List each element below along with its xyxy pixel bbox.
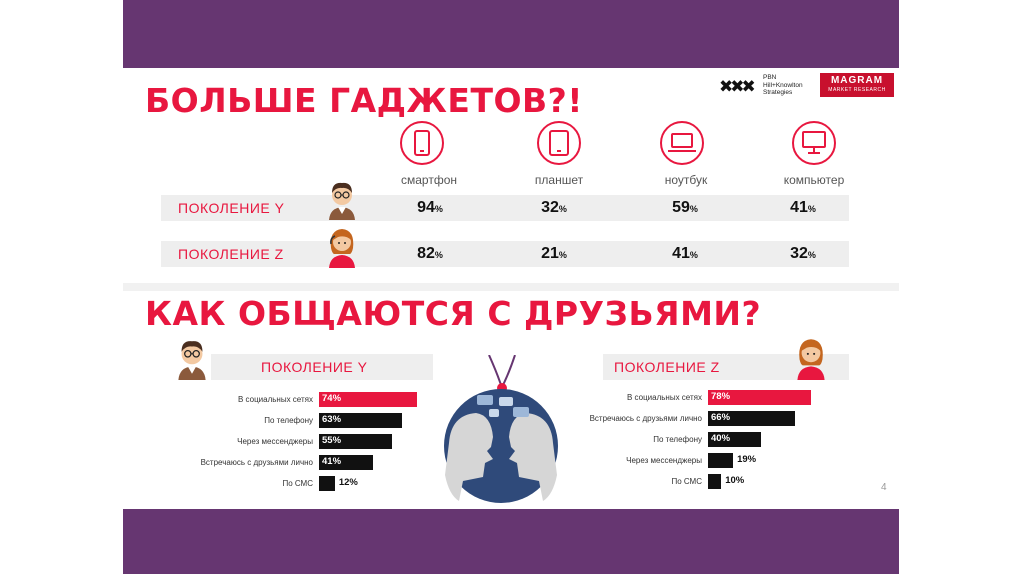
bar-value-label: 63% bbox=[322, 414, 342, 425]
bar: 10% bbox=[708, 474, 744, 489]
bar: 66% bbox=[708, 411, 796, 426]
bar: 55% bbox=[319, 434, 392, 449]
bar-value-label: 10% bbox=[725, 475, 745, 486]
bar: 41% bbox=[319, 455, 374, 470]
gen-y-header: ПОКОЛЕНИЕ Y bbox=[261, 359, 368, 375]
avatar-man-icon bbox=[326, 178, 358, 225]
pct-cell: 94% bbox=[417, 199, 443, 216]
magram-subtext: MARKET RESEARCH bbox=[828, 87, 886, 93]
column-label: ноутбук bbox=[664, 173, 708, 187]
top-band bbox=[123, 0, 899, 68]
bar: 78% bbox=[708, 390, 811, 405]
bar-value-label: 66% bbox=[711, 412, 731, 423]
slide: БОЛЬШЕ ГАДЖЕТОВ?! ✖✖✖ PBN Hill+Knowlton … bbox=[123, 68, 899, 509]
bar: 63% bbox=[319, 413, 403, 428]
pct-cell: 32% bbox=[541, 199, 567, 216]
bar-category-label: По телефону bbox=[264, 416, 313, 425]
pct-cell: 41% bbox=[672, 245, 698, 262]
avatar-man-icon bbox=[175, 336, 209, 385]
laptop-icon bbox=[627, 120, 737, 166]
smartphone-icon bbox=[367, 120, 477, 166]
bar: 40% bbox=[708, 432, 761, 447]
column-label: компьютер bbox=[783, 173, 845, 187]
bar-category-label: Через мессенджеры bbox=[626, 456, 702, 465]
avatar-girl-icon bbox=[326, 224, 358, 273]
bar-category-label: Встречаюсь с друзьями лично bbox=[589, 414, 702, 423]
gen-y-header-bg bbox=[211, 354, 433, 380]
page-number: 4 bbox=[881, 482, 887, 493]
tablet-icon bbox=[504, 120, 614, 166]
row-label-gen-z: ПОКОЛЕНИЕ Z bbox=[178, 246, 284, 262]
bottom-band bbox=[123, 509, 899, 574]
pct-cell: 82% bbox=[417, 245, 443, 262]
magram-text: MAGRAM bbox=[830, 75, 884, 86]
pct-cell: 32% bbox=[790, 245, 816, 262]
bar: 74% bbox=[319, 392, 417, 407]
pbn-logo: ✖✖✖ PBN Hill+Knowlton Strategies bbox=[719, 74, 803, 98]
bar-value-label: 41% bbox=[322, 456, 342, 467]
bar-value-label: 19% bbox=[737, 454, 757, 465]
bar: 19% bbox=[708, 453, 756, 468]
pbn-line-1: PBN bbox=[763, 74, 777, 81]
bar: 12% bbox=[319, 476, 358, 491]
pct-cell: 41% bbox=[790, 199, 816, 216]
column-label: планшет bbox=[534, 173, 584, 187]
bar-value-label: 74% bbox=[322, 393, 342, 404]
pbn-mark-icon: ✖✖✖ bbox=[719, 77, 756, 97]
bar-value-label: 55% bbox=[322, 435, 342, 446]
avatar-girl-icon bbox=[794, 334, 828, 385]
bar-category-label: По СМС bbox=[671, 477, 702, 486]
pbn-line-3: Strategies bbox=[763, 89, 793, 96]
pct-cell: 21% bbox=[541, 245, 567, 262]
row-label-gen-y: ПОКОЛЕНИЕ Y bbox=[178, 200, 285, 216]
pbn-line-2: Hill+Knowlton bbox=[763, 81, 803, 89]
bar-category-label: Через мессенджеры bbox=[237, 437, 313, 446]
section-divider bbox=[123, 283, 899, 291]
bar-category-label: Встречаюсь с друзьями лично bbox=[200, 458, 313, 467]
magram-logo: MAGRAM MARKET RESEARCH bbox=[820, 73, 894, 97]
desktop-icon bbox=[759, 120, 869, 166]
communication-title: КАК ОБЩАЮТСЯ С ДРУЗЬЯМИ? bbox=[145, 294, 762, 333]
bar-category-label: В социальных сетях bbox=[237, 395, 313, 404]
pct-cell: 59% bbox=[672, 199, 698, 216]
communication-illustration-icon bbox=[441, 354, 571, 503]
column-label: смартфон bbox=[400, 173, 457, 187]
bar-category-label: По СМС bbox=[282, 479, 313, 488]
row-background bbox=[161, 195, 849, 221]
bar-category-label: По телефону bbox=[653, 435, 702, 444]
bar-value-label: 40% bbox=[711, 433, 731, 444]
gen-z-header: ПОКОЛЕНИЕ Z bbox=[614, 359, 720, 375]
bar-value-label: 12% bbox=[338, 477, 358, 488]
bar-category-label: В социальных сетях bbox=[626, 393, 702, 402]
bar-value-label: 78% bbox=[711, 391, 731, 402]
row-background bbox=[161, 241, 849, 267]
gadgets-title: БОЛЬШЕ ГАДЖЕТОВ?! bbox=[145, 81, 583, 120]
